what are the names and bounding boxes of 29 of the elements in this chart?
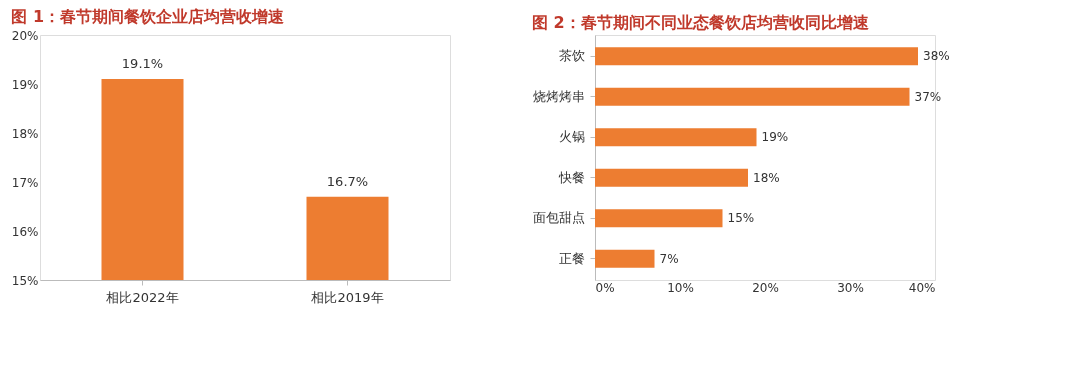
data-label: 18% <box>753 170 780 185</box>
x-tick-label: 10% <box>667 280 694 295</box>
y-tick-label: 快餐 <box>557 169 585 185</box>
data-label: 38% <box>923 49 950 64</box>
x-tick-label: 相比2022年 <box>106 289 179 305</box>
x-tick-label: 0% <box>595 280 615 295</box>
x-tick-label: 相比2019年 <box>311 289 384 305</box>
data-label: 7% <box>659 251 679 266</box>
y-tick-label: 火锅 <box>558 129 585 145</box>
chart-title: 图 1：春节期间餐饮企业店均营收增速 <box>11 7 286 26</box>
data-label: 37% <box>914 89 942 104</box>
y-tick-label: 15% <box>11 273 39 288</box>
data-label: 19% <box>761 130 789 145</box>
data-label: 15% <box>727 211 755 226</box>
data-label: 19.1% <box>121 56 164 72</box>
y-tick-label: 18% <box>11 126 39 141</box>
y-tick-label: 面包甜点 <box>532 210 585 226</box>
x-tick-label: 20% <box>752 280 779 295</box>
data-label: 16.7% <box>326 173 369 189</box>
x-tick-label: 30% <box>837 280 864 295</box>
y-tick-label: 烧烤烤串 <box>532 88 585 104</box>
y-tick-label: 正餐 <box>558 250 585 266</box>
x-tick-label: 40% <box>908 280 936 295</box>
y-tick-label: 茶饮 <box>558 48 585 64</box>
y-tick-label: 19% <box>11 77 39 92</box>
chart-title: 图 2：春节期间不同业态餐饮店均营收同比增速 <box>532 13 870 32</box>
y-tick-label: 16% <box>11 224 39 239</box>
y-tick-label: 17% <box>11 175 39 190</box>
y-tick-label: 20% <box>11 28 39 43</box>
